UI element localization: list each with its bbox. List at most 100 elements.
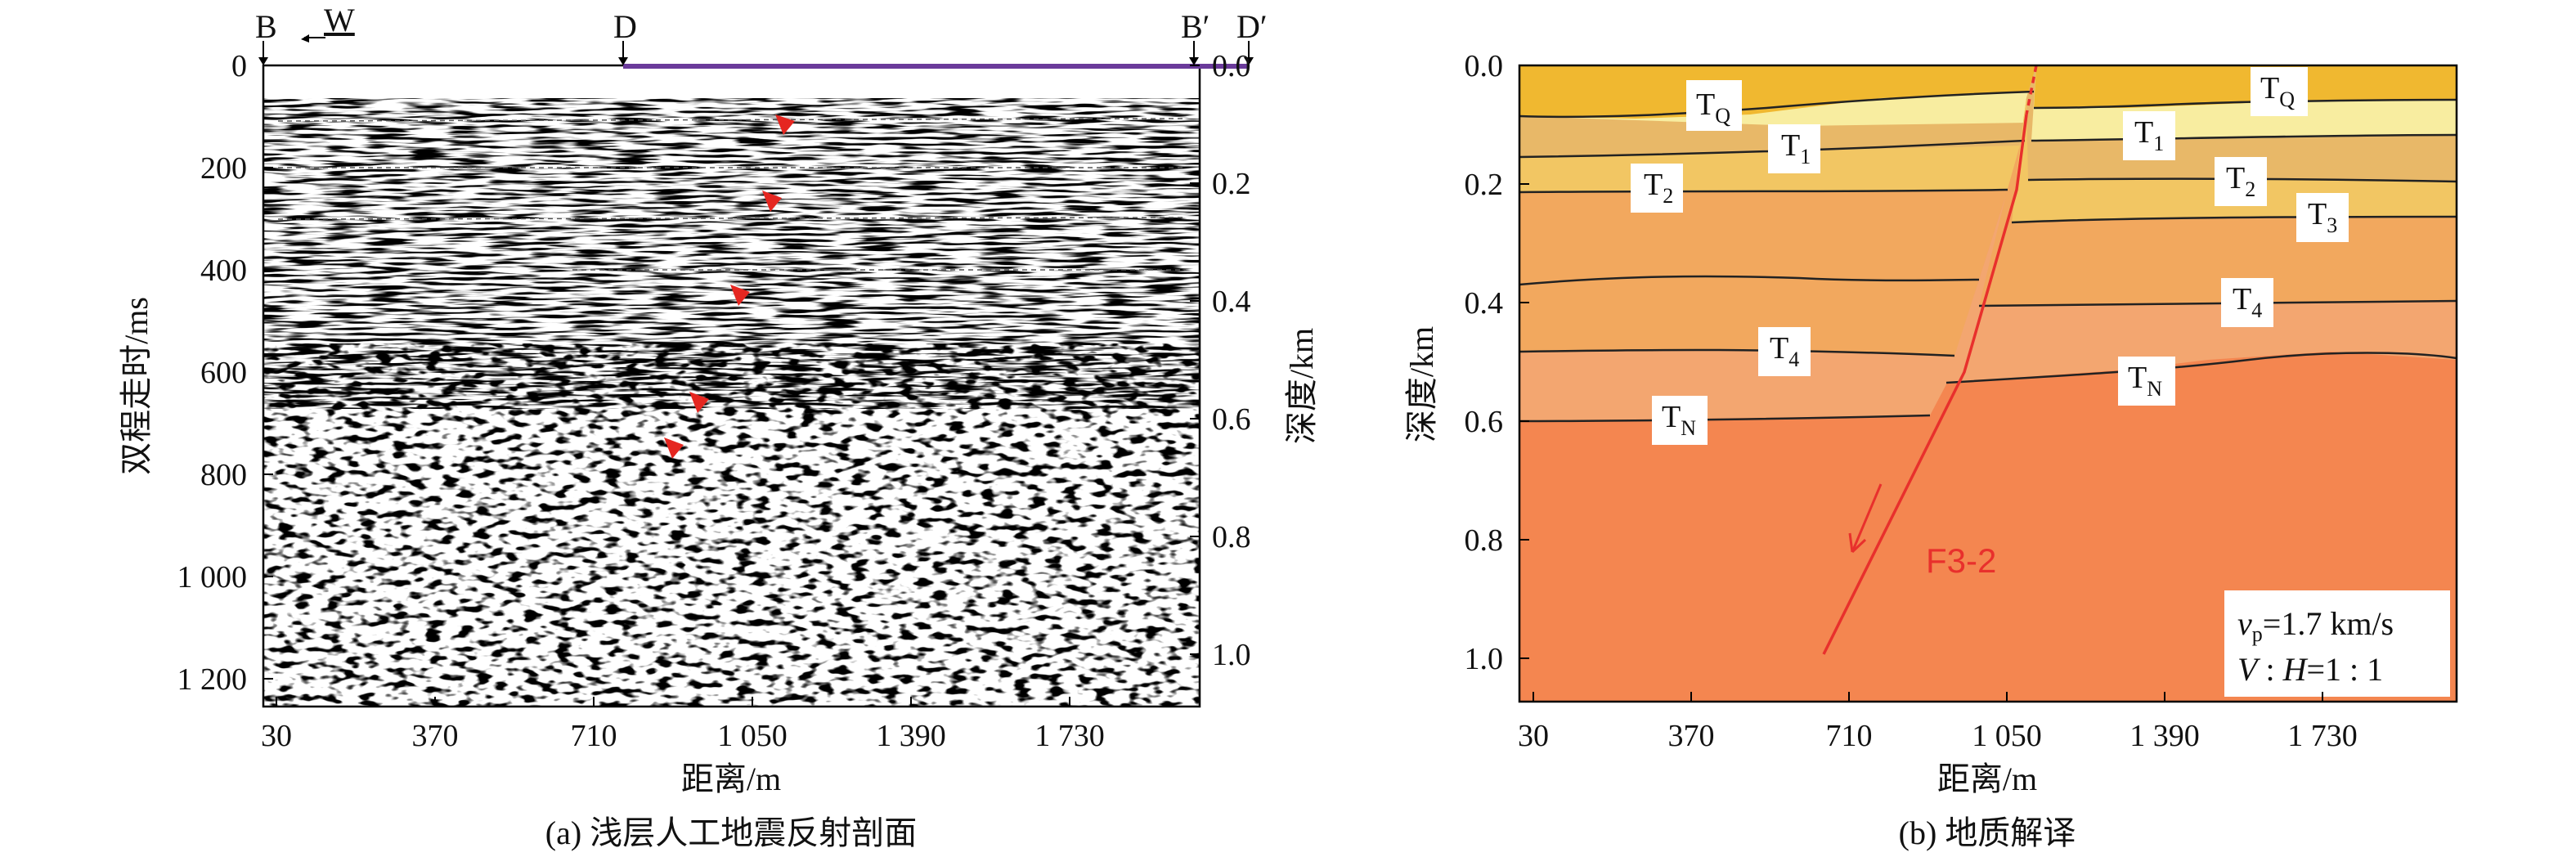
svg-text:T2: T2 xyxy=(1644,168,1673,208)
label-TQ-right: TQ xyxy=(2251,67,2308,116)
legend-ratio: V : H=1 : 1 xyxy=(2237,651,2383,688)
legend-vp: vp=1.7 km/s xyxy=(2237,605,2394,646)
label-T3-right: T3 xyxy=(2296,193,2349,242)
x-tick: 710 xyxy=(571,719,617,753)
label-T1-left: T1 xyxy=(1768,124,1820,173)
panel-a-ylabel-right: 深度/km xyxy=(1283,328,1320,444)
top-markers: B W D B′ D′ xyxy=(255,2,1268,65)
panel-a-xlabel: 距离/m xyxy=(681,761,781,797)
y-right-tick: 0.0 xyxy=(1212,49,1251,83)
y-tick: 0.4 xyxy=(1465,286,1504,321)
y-tick: 0.8 xyxy=(1465,523,1504,558)
label-T1-right: T1 xyxy=(2123,111,2175,160)
horizon-T4-left xyxy=(1519,348,1955,357)
x-tick: 30 xyxy=(261,719,292,753)
panel-b-ylabel: 深度/km xyxy=(1403,326,1440,442)
panel-b-x-tick-marks xyxy=(1533,692,2323,702)
x-tick: 30 xyxy=(1518,719,1549,753)
horizon-T3-right xyxy=(2011,215,2457,224)
fault-markers xyxy=(664,114,795,459)
marker-D: D xyxy=(613,8,637,45)
x-tick: 1 050 xyxy=(717,719,788,753)
y-left-tick: 400 xyxy=(200,254,247,288)
panel-a-left-tick-marks xyxy=(263,65,273,680)
fault-marker-4 xyxy=(689,392,709,413)
panel-a-seismic-section: B W D B′ D′ 0 200 400 600 800 xyxy=(118,2,1320,851)
panel-a-right-tick-marks xyxy=(1190,65,1200,655)
marker-D-prime: D′ xyxy=(1236,8,1268,45)
y-left-tick: 800 xyxy=(200,458,247,492)
traced-horizons xyxy=(277,118,1187,271)
x-tick: 370 xyxy=(1668,719,1715,753)
layer-q-right xyxy=(2034,65,2457,108)
label-T2-left: T2 xyxy=(1631,164,1683,213)
x-tick: 1 050 xyxy=(1972,719,2042,753)
horizon-TN-right xyxy=(1945,352,2457,384)
y-left-tick: 200 xyxy=(200,151,247,186)
panel-b-x-tick-labels: 30 370 710 1 050 1 390 1 730 xyxy=(1518,719,2358,753)
horizon-T2-left xyxy=(1519,188,2008,194)
svg-text:T1: T1 xyxy=(1781,128,1811,168)
label-T4-left: T4 xyxy=(1758,327,1811,376)
velocity-legend: vp=1.7 km/s V : H=1 : 1 xyxy=(2224,590,2450,697)
fault-marker-3 xyxy=(730,285,750,306)
panel-b-frame xyxy=(1518,64,2458,703)
y-tick: 1.0 xyxy=(1465,642,1504,676)
panel-b-xlabel: 距离/m xyxy=(1937,761,2037,797)
panel-b-caption: (b) 地质解译 xyxy=(1899,814,2076,851)
y-tick: 0.6 xyxy=(1465,405,1504,439)
panel-a-left-tick-labels: 0 200 400 600 800 1 000 1 200 xyxy=(177,49,248,697)
label-T4-right: T4 xyxy=(2221,278,2273,327)
fault-marker-5 xyxy=(664,437,684,459)
x-tick: 1 730 xyxy=(2287,719,2358,753)
layer-q-left xyxy=(1519,65,2036,119)
horizon-TQ-left xyxy=(1519,90,2035,119)
panel-a-right-tick-labels: 0.0 0.2 0.4 0.6 0.8 1.0 xyxy=(1212,49,1251,672)
fault-marker-1 xyxy=(775,114,795,135)
panel-a-x-tick-labels: 30 370 710 1 050 1 390 1 730 xyxy=(261,719,1105,753)
marker-B-prime: B′ xyxy=(1181,8,1209,45)
label-T2-right: T2 xyxy=(2215,157,2267,206)
layer-labels: TQ T1 T2 T4 TN TQ T1 T2 T3 T4 TN xyxy=(1631,67,2349,445)
fault-label: F3-2 xyxy=(1926,541,1996,580)
svg-text:T1: T1 xyxy=(2134,115,2164,155)
y-right-tick: 0.2 xyxy=(1212,167,1251,201)
horizon-lines xyxy=(1519,90,2457,423)
horizon-TN-left xyxy=(1519,414,1931,423)
y-tick: 0.2 xyxy=(1465,168,1504,202)
fault-marker-2 xyxy=(762,191,782,212)
label-TN-left: TN xyxy=(1652,396,1708,445)
x-tick: 1 390 xyxy=(2129,719,2200,753)
y-left-tick: 1 200 xyxy=(177,662,248,697)
y-left-tick: 1 000 xyxy=(177,560,248,595)
marker-W: W xyxy=(324,2,355,38)
y-left-tick: 600 xyxy=(200,356,247,390)
horizon-T3-left xyxy=(1519,275,1980,286)
label-TN-right: TN xyxy=(2118,357,2175,406)
seismic-reflectors-lower xyxy=(263,343,1200,707)
panel-b-y-tick-marks xyxy=(1519,65,1529,659)
x-tick: 710 xyxy=(1826,719,1873,753)
y-tick: 0.0 xyxy=(1465,49,1504,83)
fault-slip-arrow xyxy=(1851,483,1883,553)
y-right-tick: 0.6 xyxy=(1212,402,1251,437)
panel-a-ylabel-left: 双程走时/ms xyxy=(118,297,155,475)
x-tick: 1 390 xyxy=(876,719,946,753)
panel-a-x-tick-marks xyxy=(276,697,1070,707)
horizon-T1-right xyxy=(2031,133,2457,142)
fault-F3-2 xyxy=(1822,65,2038,655)
y-right-tick: 0.8 xyxy=(1212,520,1251,554)
x-tick: 1 730 xyxy=(1034,719,1105,753)
panel-b-y-tick-labels: 0.0 0.2 0.4 0.6 0.8 1.0 xyxy=(1465,49,1504,676)
y-left-tick: 0 xyxy=(231,49,247,83)
y-right-tick: 1.0 xyxy=(1212,638,1251,672)
horizon-T4-right xyxy=(1978,299,2457,307)
panel-a-caption: (a) 浅层人工地震反射剖面 xyxy=(545,814,917,851)
panel-b-geologic-interpretation: F3-2 TQ T1 T2 T4 TN TQ T1 T2 T3 T4 TN vp… xyxy=(1403,49,2458,851)
label-TQ-left: TQ xyxy=(1686,80,1742,131)
marker-B: B xyxy=(255,8,277,45)
y-right-tick: 0.4 xyxy=(1212,285,1251,319)
horizon-T1-left xyxy=(1519,139,2026,159)
x-tick: 370 xyxy=(412,719,459,753)
